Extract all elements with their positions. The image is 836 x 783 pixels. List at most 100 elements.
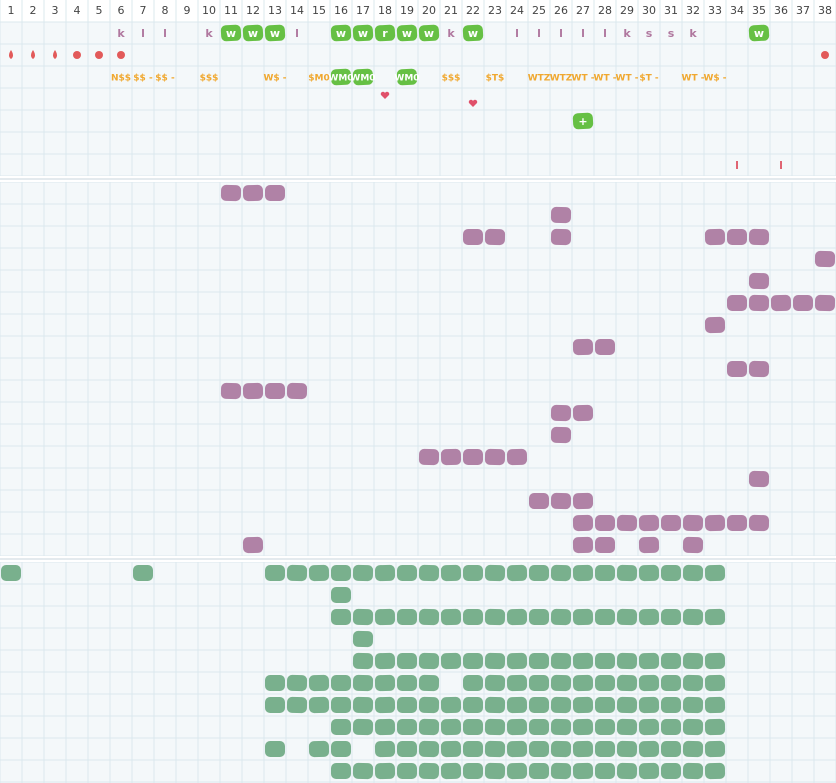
drop-icon [53,50,57,59]
cell-text: $M0 [308,74,329,84]
badge [396,24,418,42]
column-number: 5 [96,4,103,17]
blob [704,316,726,334]
drop-icon [9,50,13,59]
column-number: 20 [422,4,436,17]
blob [638,762,660,780]
blob [748,470,770,488]
blob [352,674,374,692]
blob [463,449,483,465]
cell-text: l [559,27,563,40]
column-number: 25 [532,4,546,17]
blob [616,718,638,736]
blob [506,762,528,780]
blob [550,718,572,736]
cell-text: WT - [572,74,595,84]
blob [220,184,242,202]
cell-text: k [623,27,631,40]
blob [506,448,528,466]
blob [331,565,351,581]
badge [748,24,770,42]
blob [374,608,396,626]
blob [484,696,506,714]
blob [748,360,770,378]
blob [529,493,549,509]
blob [572,608,594,626]
blob [814,294,836,312]
badge [352,24,374,42]
cell-text: w [226,27,236,40]
blob [595,719,615,735]
blob [463,697,483,713]
column-number: 22 [466,4,480,17]
blob [529,697,549,713]
blob [727,295,747,311]
blob [418,448,440,466]
cell-text: l [163,27,167,40]
blob [595,565,615,581]
blob [484,762,506,780]
cell-text: $$$ [442,74,461,84]
blob [770,294,792,312]
blob [331,609,351,625]
blob [704,228,726,246]
blob [418,696,440,714]
column-number: 28 [598,4,612,17]
blob [418,652,440,670]
blob [529,741,549,757]
cell-text: l [537,27,541,40]
blob [616,762,638,780]
blob [374,696,396,714]
blob [397,565,417,581]
cell-text: $T - [639,74,659,84]
blob [463,609,483,625]
blob [352,630,374,648]
blob [374,762,396,780]
cell-text: l [603,27,607,40]
blob [572,536,594,554]
column-number: 14 [290,4,304,17]
cell-text: w [402,27,412,40]
blob [595,515,615,531]
blob [638,718,660,736]
cell-text: w [754,27,764,40]
blob [727,361,747,377]
dot-icon [95,51,103,59]
blob [506,718,528,736]
blob [418,608,440,626]
blob [704,564,726,582]
heart-icon [380,91,390,99]
cell-text: k [117,27,125,40]
blob [661,763,681,779]
blob [682,674,704,692]
column-number: 35 [752,4,766,17]
column-number: 11 [224,4,238,17]
cell-text: l [141,27,145,40]
blob [550,206,572,224]
blob [418,718,440,736]
blob [638,536,660,554]
blob [572,740,594,758]
column-number: 15 [312,4,326,17]
badge [264,24,286,42]
blob [595,763,615,779]
cell-text: + [578,115,587,128]
blob [440,564,462,582]
badge [220,24,242,42]
blob [286,564,308,582]
column-number: 3 [52,4,59,17]
blob [616,740,638,758]
blob [418,740,440,758]
cell-text: $$ - [155,74,175,84]
blob [484,652,506,670]
blob [463,675,483,691]
blob [506,564,528,582]
blob [814,250,836,268]
blob [572,564,594,582]
blob [418,674,440,692]
blob [265,565,285,581]
blob [484,740,506,758]
blob [550,652,572,670]
blob [484,608,506,626]
